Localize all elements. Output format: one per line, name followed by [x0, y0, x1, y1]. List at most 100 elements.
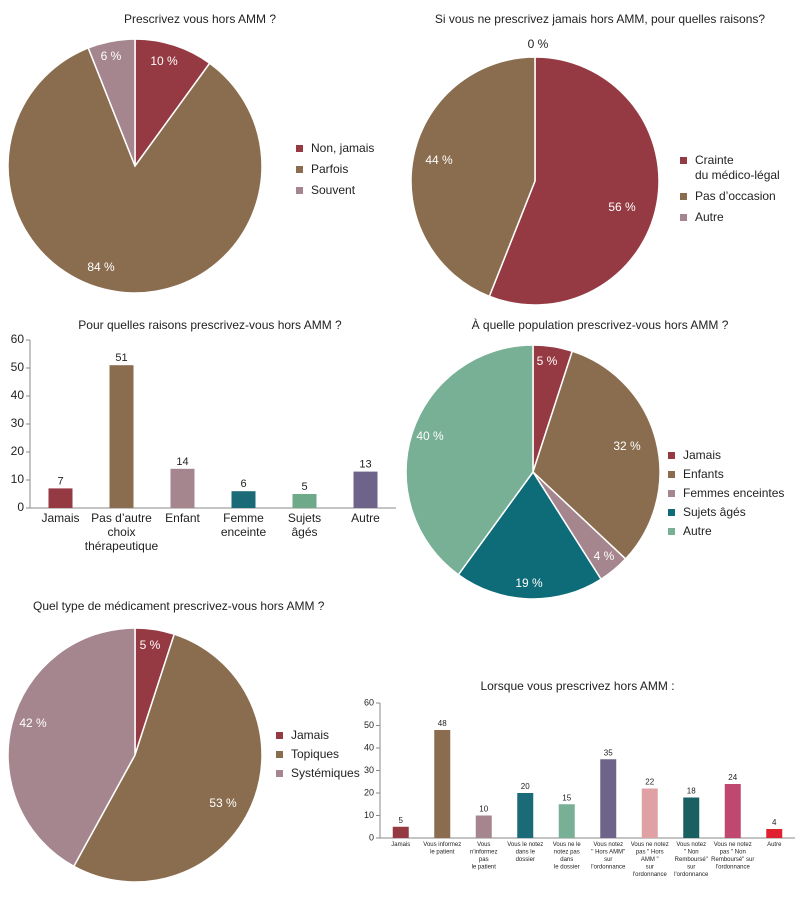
- bar-value-label: 7: [57, 475, 63, 487]
- x-category-label: Pas d’autre choix thérapeutique: [85, 511, 159, 553]
- x-category-label: Enfant: [165, 511, 200, 525]
- x-category-label: Femme enceinte: [221, 511, 267, 539]
- bar: [109, 365, 134, 508]
- bar-value-label: 48: [438, 719, 447, 728]
- bar-value-label: 10: [479, 805, 488, 814]
- x-category-label: Autre: [767, 842, 782, 848]
- y-tick-label: 50: [11, 360, 25, 374]
- legend-label: Topiques: [291, 747, 340, 761]
- bar-chart: 0 10 20 30 40 50 60 5 Jamais 48 Vous informez le pa…: [364, 697, 795, 878]
- chart-title: À quelle population prescrivez-vous hors…: [471, 318, 729, 332]
- chart-legend: Jamais Topiques Systémiques: [276, 728, 360, 785]
- x-category-label: Vous le notez dans le dossier: [507, 842, 543, 863]
- bar: [600, 759, 617, 838]
- legend-swatch: [668, 490, 675, 497]
- y-tick-label: 20: [11, 444, 25, 458]
- bar-value-label: 5: [301, 481, 307, 493]
- pie-data-label: 19 %: [515, 576, 543, 590]
- legend-swatch: [276, 732, 283, 739]
- legend-label: Parfois: [311, 162, 349, 176]
- pie-data-label: 0 %: [528, 37, 549, 51]
- legend-swatch: [296, 166, 303, 173]
- pie-data-label: 44 %: [425, 153, 453, 167]
- legend-item: Sujets âgés: [668, 505, 784, 520]
- x-category-label: Vous notez " Hors AMM" sur l'ordonnance: [591, 842, 626, 871]
- legend-label: Non, jamais: [311, 141, 375, 155]
- bar-value-label: 18: [687, 787, 696, 796]
- legend-item: Souvent: [296, 183, 374, 198]
- y-tick-label: 60: [364, 697, 374, 707]
- bar-value-label: 24: [728, 773, 737, 782]
- x-category-label: Vous n'informez pas le patient: [470, 842, 498, 871]
- chart-legend: Non, jamais Parfois Souvent: [296, 141, 374, 204]
- bar: [231, 491, 256, 508]
- legend-swatch: [680, 157, 687, 164]
- legend-swatch: [668, 528, 675, 535]
- pie-slice: [405, 344, 534, 576]
- y-tick-label: 30: [11, 416, 25, 430]
- bar: [353, 471, 378, 508]
- bar-chart: 0 10 20 30 40 50 60 7 Jamais 51 Pas d’autre choix th…: [11, 332, 396, 553]
- pie-data-label: 53 %: [209, 796, 237, 810]
- pie-slice: [72, 633, 263, 883]
- chart-legend: Crainte du médico-légal Pas d’occasion A…: [680, 153, 780, 231]
- y-tick-label: 10: [364, 810, 374, 820]
- y-tick-label: 0: [369, 832, 374, 842]
- legend-item: Jamais: [668, 448, 784, 463]
- bar-value-label: 20: [521, 782, 530, 791]
- bar-value-label: 6: [240, 478, 246, 490]
- pie-slice: [7, 46, 263, 294]
- legend-swatch: [296, 187, 303, 194]
- legend-swatch: [668, 509, 675, 516]
- y-tick-label: 60: [11, 332, 25, 346]
- pie-data-label: 84 %: [87, 260, 115, 274]
- x-category-label: Vous ne le notez pas dans le dossier: [553, 842, 582, 871]
- legend-swatch: [668, 452, 675, 459]
- chart-lorsque-panel: Lorsque vous prescrivez hors AMM : 0 10 20…: [355, 670, 800, 902]
- y-tick-label: 50: [364, 720, 374, 730]
- legend-item: Non, jamais: [296, 141, 374, 156]
- legend-swatch: [668, 471, 675, 478]
- legend-label: Sujets âgés: [683, 505, 746, 519]
- pie-chart: 5 % 32 % 4 % 19 % 40 %: [405, 344, 661, 600]
- x-category-label: Vous ne notez pas " Hors AMM " sur l'ordonna…: [631, 842, 669, 878]
- x-category-label: Vous notez " Non Remboursé" sur l'ordonnance: [674, 842, 709, 878]
- chart-population-panel: À quelle population prescrivez-vous hors…: [400, 310, 800, 600]
- x-category-label: Jamais: [391, 842, 410, 848]
- legend-item: Topiques: [276, 747, 360, 762]
- bar: [392, 826, 409, 838]
- pie-data-label: 32 %: [613, 439, 641, 453]
- x-category-label: Vous informez le patient: [423, 842, 461, 856]
- legend-item: Jamais: [276, 728, 360, 743]
- y-tick-label: 40: [11, 388, 25, 402]
- bar: [475, 815, 492, 838]
- x-category-label: Autre: [351, 511, 380, 525]
- bar-value-label: 4: [772, 818, 777, 827]
- pie-chart: 56 % 44 % 0 %: [410, 37, 660, 306]
- legend-label: Jamais: [291, 728, 330, 742]
- chart-raisons-jamais-panel: Si vous ne prescrivez jamais hors AMM, p…: [400, 0, 800, 310]
- x-category-label: Vous ne notez pas " Non Remboursé" sur l'or…: [711, 842, 754, 871]
- legend-item: Autre: [668, 524, 784, 539]
- bar-value-label: 13: [359, 459, 371, 471]
- legend-label: Systémiques: [291, 766, 360, 780]
- chart-raisons-panel: Pour quelles raisons prescrivez-vous hor…: [0, 310, 400, 570]
- legend-swatch: [276, 770, 283, 777]
- legend-item: Enfants: [668, 467, 784, 482]
- pie-data-label: 5 %: [140, 638, 161, 652]
- x-category-label: Sujets âgés: [288, 511, 321, 539]
- chart-medicament-panel: Quel type de médicament prescrivez-vous …: [0, 590, 400, 902]
- legend-label: Autre: [683, 524, 712, 538]
- y-tick-label: 40: [364, 742, 374, 752]
- pie-chart: 10 % 84 % 6 %: [7, 38, 263, 294]
- bar-value-label: 15: [562, 793, 571, 802]
- chart-prescrivez-panel: Prescrivez vous hors AMM ? 10 % 84 % 6 % N…: [0, 0, 400, 300]
- x-category-label: Jamais: [41, 511, 79, 525]
- bar-value-label: 35: [604, 748, 613, 757]
- legend-label: Pas d’occasion: [695, 189, 776, 203]
- legend-item: Autre: [680, 210, 780, 225]
- pie-slice: [532, 350, 661, 560]
- pie-data-label: 10 %: [150, 54, 178, 68]
- pie-slice: [410, 56, 536, 298]
- pie-data-label: 56 %: [608, 200, 636, 214]
